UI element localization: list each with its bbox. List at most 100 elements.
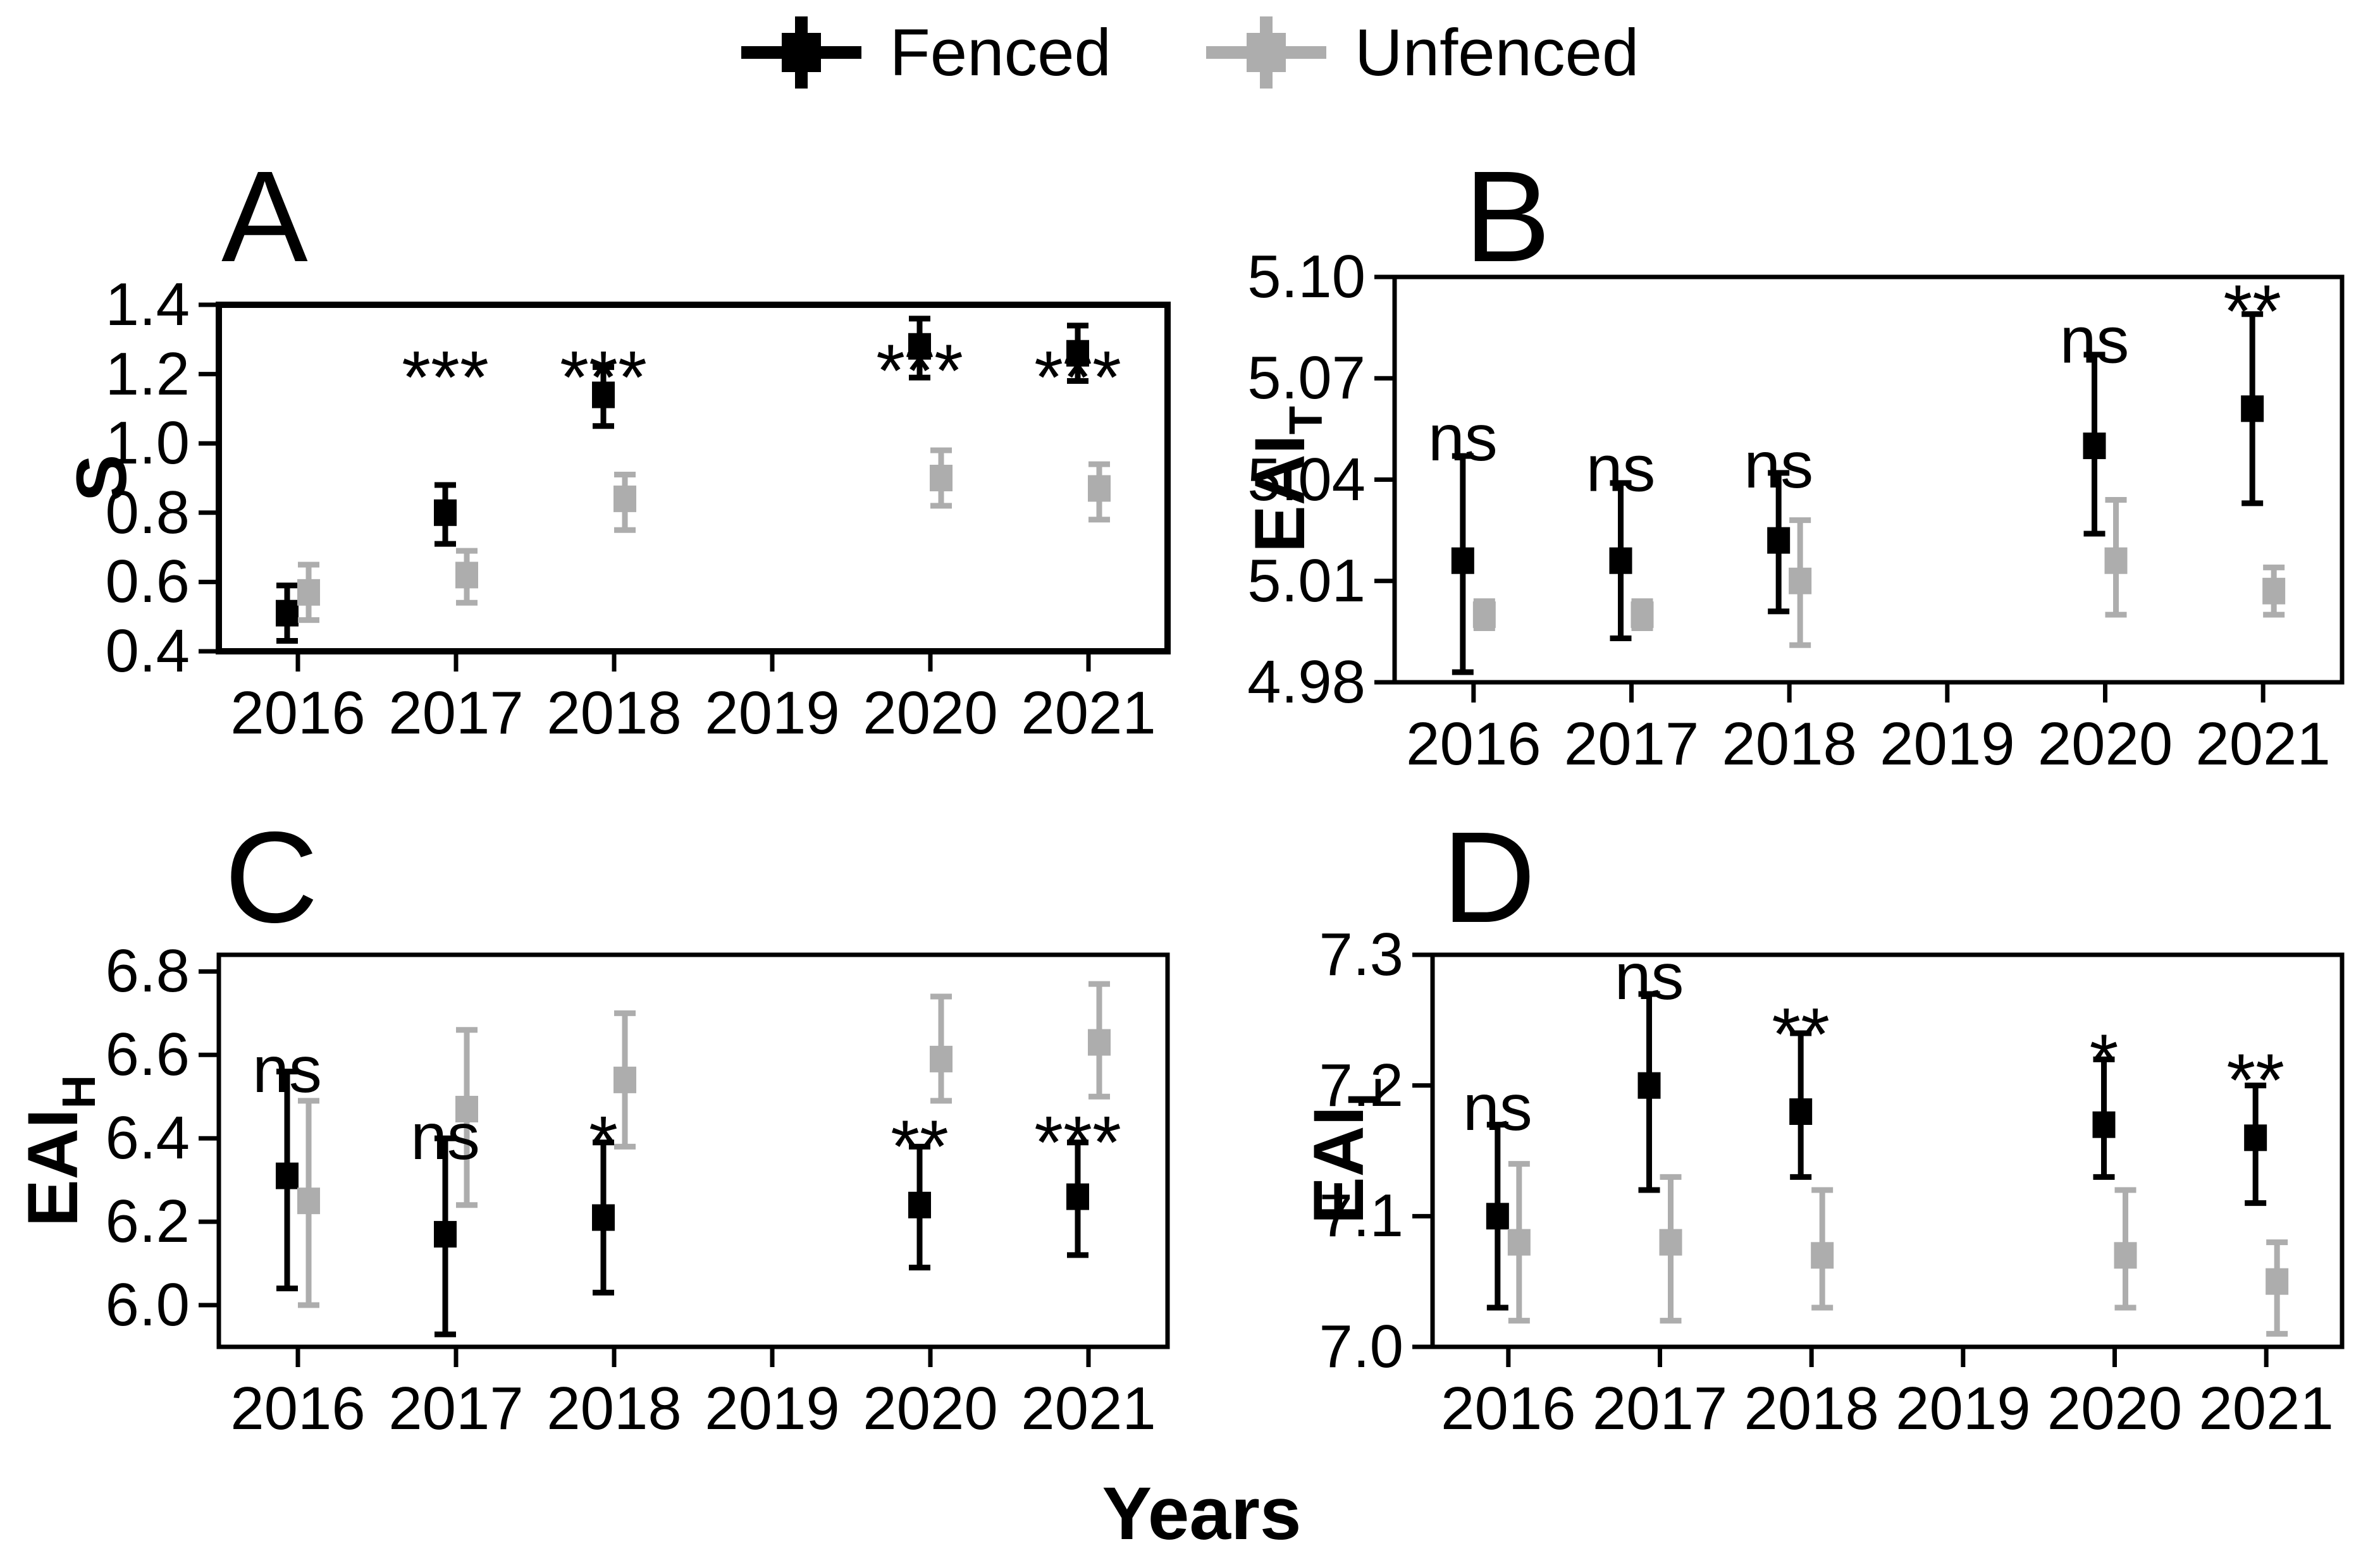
y-tick-label: 0.8 <box>105 478 190 546</box>
significance-label: *** <box>560 336 647 419</box>
point-marker-unfenced <box>2262 577 2286 605</box>
point-marker-unfenced <box>2266 1268 2289 1295</box>
significance-label: ns <box>1428 402 1498 475</box>
y-tick-label: 7.1 <box>1319 1182 1403 1250</box>
y-tick-label: 7.2 <box>1319 1051 1403 1119</box>
x-tick-label: 2020 <box>863 1375 998 1442</box>
point-marker-unfenced <box>455 1096 478 1123</box>
significance-label: ns <box>2060 304 2130 377</box>
x-tick-label: 2016 <box>230 679 366 747</box>
significance-label: *** <box>402 336 489 419</box>
point-marker-unfenced <box>1789 567 1812 594</box>
y-tick-label: 4.98 <box>1247 648 1366 716</box>
point-marker-fenced <box>434 1220 457 1248</box>
y-tick-label: 6.0 <box>105 1271 190 1339</box>
x-tick-label: 2018 <box>1722 710 1857 778</box>
y-tick-label: 5.10 <box>1247 243 1366 310</box>
x-tick-label: 2019 <box>705 1375 840 1442</box>
point-marker-fenced <box>2241 395 2264 422</box>
legend-item-fenced: Fenced <box>741 11 1111 94</box>
point-marker-fenced <box>908 333 931 360</box>
significance-label: ** <box>2223 269 2281 353</box>
x-tick-label: 2019 <box>1880 710 2015 778</box>
point-marker-fenced <box>1486 1203 1509 1230</box>
point-marker-fenced <box>1066 340 1089 367</box>
significance-label: ** <box>2226 1038 2284 1122</box>
x-tick-label: 2020 <box>2047 1375 2183 1442</box>
plot-box <box>1392 274 2345 685</box>
point-marker-unfenced <box>1659 1229 1682 1256</box>
x-tick-label: 2021 <box>2195 710 2331 778</box>
significance-label: ns <box>252 1033 322 1107</box>
point-marker-unfenced <box>1088 475 1111 502</box>
point-marker-fenced <box>592 381 615 408</box>
unfenced-pointrange-icon <box>1205 16 1326 89</box>
significance-label: ** <box>1772 993 1830 1076</box>
x-tick-label: 2018 <box>546 1375 682 1442</box>
significance-label: ns <box>1615 940 1684 1014</box>
x-tick-label: 2020 <box>2037 710 2173 778</box>
y-tick-label: 1.2 <box>105 340 190 408</box>
point-marker-unfenced <box>613 1066 636 1093</box>
y-tick-label: 5.01 <box>1247 546 1366 615</box>
x-tick-label: 2021 <box>2198 1375 2334 1442</box>
point-marker-fenced <box>908 1191 931 1218</box>
point-marker-fenced <box>276 1162 299 1189</box>
plot-box <box>216 302 1171 654</box>
x-tick-label: 2019 <box>705 679 840 747</box>
y-tick-label: 6.6 <box>105 1021 190 1089</box>
x-tick-label: 2021 <box>1021 679 1156 747</box>
x-tick-label: 2017 <box>1563 710 1699 778</box>
significance-label: *** <box>1034 336 1121 419</box>
point-marker-unfenced <box>1631 601 1654 629</box>
x-tick-label: 2018 <box>546 679 682 747</box>
point-marker-fenced <box>276 599 299 627</box>
x-tick-label: 2018 <box>1744 1375 1879 1442</box>
point-marker-unfenced <box>297 579 320 606</box>
point-marker-unfenced <box>1507 1229 1531 1256</box>
point-marker-unfenced <box>297 1188 320 1215</box>
significance-label: * <box>2090 1019 2119 1102</box>
panel-letter-b: B <box>1464 144 1551 289</box>
y-tick-label: 7.3 <box>1319 921 1403 988</box>
significance-label: ns <box>1463 1071 1532 1145</box>
significance-label: *** <box>876 329 963 412</box>
x-tick-label: 2016 <box>230 1375 366 1442</box>
point-marker-fenced <box>1066 1183 1089 1210</box>
x-tick-label: 2016 <box>1406 710 1541 778</box>
point-marker-fenced <box>1789 1098 1813 1125</box>
significance-label: ns <box>1744 429 1813 502</box>
significance-label: *** <box>1034 1101 1121 1184</box>
y-tick-label: 1.4 <box>105 271 190 338</box>
point-marker-unfenced <box>930 465 953 491</box>
fenced-pointrange-icon <box>741 16 861 89</box>
y-tick-label: 0.4 <box>105 617 190 685</box>
legend-label-unfenced: Unfenced <box>1354 15 1639 90</box>
plot-box <box>1430 952 2345 1349</box>
point-marker-unfenced <box>1088 1029 1111 1056</box>
x-tick-label: 2021 <box>1021 1375 1156 1442</box>
panel-letter-a: A <box>221 144 308 289</box>
y-tick-label: 5.04 <box>1247 445 1366 513</box>
x-axis-title: Years <box>1102 1472 1302 1556</box>
y-tick-label: 7.0 <box>1319 1313 1403 1380</box>
point-marker-unfenced <box>2104 547 2128 574</box>
point-marker-fenced <box>2092 1111 2116 1138</box>
significance-label: ns <box>410 1100 480 1174</box>
point-marker-fenced <box>2244 1124 2267 1151</box>
significance-label: * <box>589 1101 618 1184</box>
y-tick-label: 6.2 <box>105 1188 190 1256</box>
x-tick-label: 2017 <box>388 679 524 747</box>
panel-letter-c: C <box>225 805 319 950</box>
x-tick-label: 2016 <box>1441 1375 1576 1442</box>
x-tick-label: 2017 <box>1592 1375 1728 1442</box>
point-marker-fenced <box>1451 547 1474 574</box>
point-marker-unfenced <box>613 485 636 512</box>
significance-label: ns <box>1586 432 1656 505</box>
legend-item-unfenced: Unfenced <box>1205 11 1639 94</box>
point-marker-fenced <box>1637 1072 1661 1099</box>
y-tick-label: 6.4 <box>105 1104 190 1172</box>
plot-box <box>216 952 1170 1349</box>
